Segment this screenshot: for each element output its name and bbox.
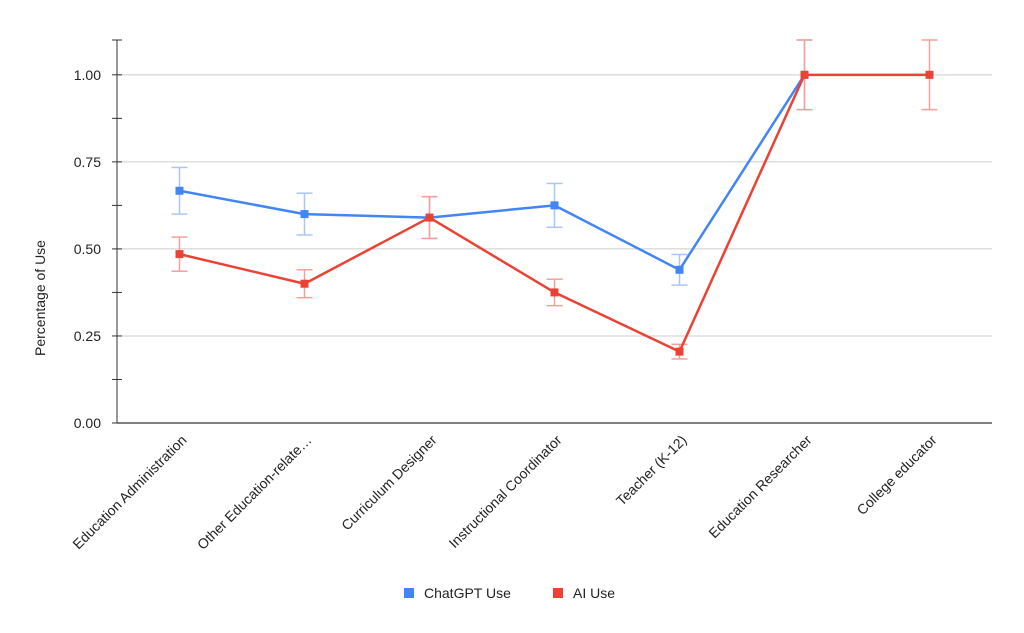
y-tick-label: 0.00 — [74, 415, 101, 431]
legend-item-chatgpt-use: ChatGPT Use — [404, 585, 511, 601]
x-axis: Education Administration Other Education-… — [69, 422, 992, 553]
legend-item-ai-use: AI Use — [553, 585, 615, 601]
y-tick-label: 1.00 — [74, 67, 101, 83]
x-tick-label: Other Education-relate… — [194, 432, 315, 553]
legend: ChatGPT Use AI Use — [404, 585, 615, 601]
ai-use-point — [550, 288, 559, 297]
chatgpt-use-point — [675, 265, 684, 274]
y-tick-label: 0.50 — [74, 241, 101, 257]
ai-use-point — [175, 250, 184, 259]
legend-swatch — [553, 588, 563, 598]
ai-use-point — [300, 279, 309, 288]
x-tick-label: College educator — [853, 432, 939, 518]
y-axis-title: Percentage of Use — [32, 240, 48, 356]
y-tick-label: 0.75 — [74, 154, 101, 170]
x-tick-label: Curriculum Designer — [338, 432, 440, 534]
x-tick-label: Teacher (K-12) — [613, 432, 690, 509]
ai-use-point — [425, 213, 434, 222]
chatgpt-use-point — [300, 210, 309, 219]
x-tick-label: Education Researcher — [705, 432, 815, 542]
data-points — [175, 70, 934, 356]
chatgpt-use-point — [175, 186, 184, 195]
chatgpt-use-line — [179, 74, 806, 272]
ai-use-point — [925, 70, 934, 79]
x-tick-label: Instructional Coordinator — [445, 432, 564, 551]
error-bars — [171, 39, 938, 360]
y-tick-label: 0.25 — [74, 328, 101, 344]
ai-use-point — [800, 70, 809, 79]
x-tick-label: Education Administration — [69, 432, 189, 552]
y-axis: 0.00 0.25 0.50 0.75 1.00 — [74, 39, 122, 431]
ai-use-point — [675, 347, 684, 356]
legend-label: AI Use — [573, 585, 615, 601]
chatgpt-use-point — [550, 201, 559, 210]
legend-swatch — [404, 588, 414, 598]
legend-label: ChatGPT Use — [424, 585, 511, 601]
